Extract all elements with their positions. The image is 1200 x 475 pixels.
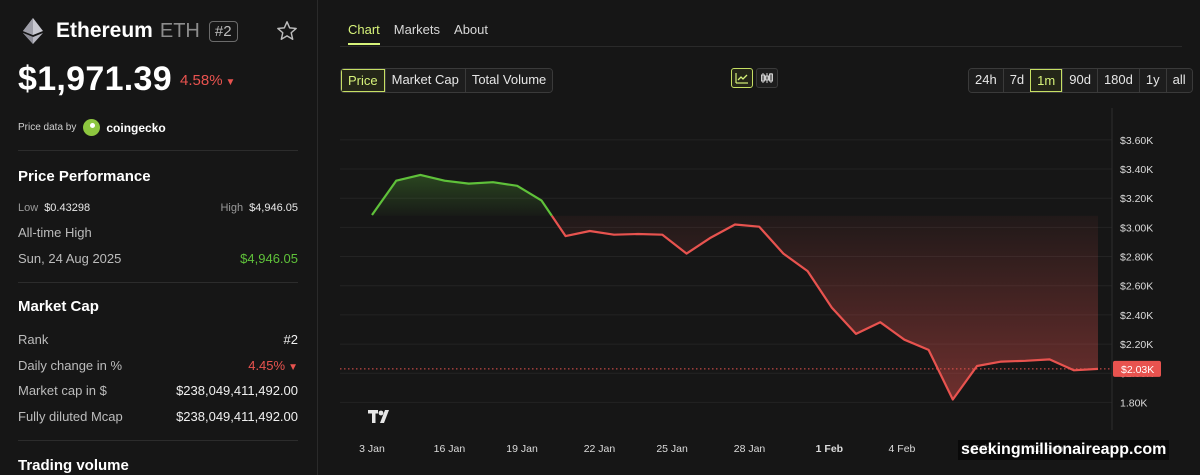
range-1m-button[interactable]: 1m: [1030, 69, 1063, 92]
fdv-row: Fully diluted Mcap $238,049,411,492.00: [18, 409, 298, 424]
tab-markets[interactable]: Markets: [393, 22, 441, 37]
rank-row: Rank #2: [18, 332, 298, 347]
daily-change-row: Daily change in % 4.45% ▼: [18, 358, 298, 373]
coin-header: Ethereum ETH #2: [18, 18, 238, 44]
price-down-series-line: [550, 215, 1099, 401]
price-down-series-area: [551, 215, 1098, 400]
low-high-row: Low $0.43298 High $4,946.05: [18, 202, 298, 214]
x-tick-label: 19 Jan: [506, 443, 538, 455]
tabs-underline: [340, 46, 1182, 47]
favorite-star-icon[interactable]: [276, 20, 298, 42]
x-tick-label: 3 Jan: [359, 443, 385, 455]
main-tabs: Chart Markets About: [348, 22, 488, 45]
y-tick-label: $3.20K: [1120, 193, 1153, 205]
coingecko-logo-icon: [83, 119, 101, 136]
range-90d-button[interactable]: 90d: [1062, 69, 1097, 92]
market-cap-row: Market cap in $ $238,049,411,492.00: [18, 383, 298, 398]
daily-change-label: Daily change in %: [18, 358, 123, 373]
chart-type-selector: [731, 68, 778, 88]
y-tick-label: $2.80K: [1120, 252, 1153, 264]
coin-name: Ethereum: [56, 19, 153, 42]
divider: [18, 440, 298, 441]
price-button[interactable]: Price: [341, 69, 385, 92]
provider-name[interactable]: coingecko: [106, 120, 166, 135]
x-tick-label: 28 Jan: [734, 443, 766, 455]
high-value: $4,946.05: [249, 202, 298, 214]
current-price-badge: [1113, 360, 1161, 377]
price-change-value: 4.58%: [180, 72, 223, 89]
price-up-series-line: [371, 173, 553, 217]
divider: [18, 282, 298, 283]
coin-symbol: ETH: [159, 19, 200, 42]
divider: [18, 150, 298, 151]
ath-label: All-time High: [18, 225, 92, 240]
tradingview-logo-icon: [368, 410, 389, 423]
y-tick-label: 1.80K: [1120, 397, 1147, 409]
rank-value: #2: [283, 332, 298, 347]
range-180d-button[interactable]: 180d: [1096, 69, 1139, 92]
market-cap-title: Market Cap: [18, 298, 99, 315]
rank-label: Rank: [18, 332, 49, 347]
y-tick-label: $2.40K: [1120, 310, 1153, 322]
y-tick-label: $2.20K: [1120, 339, 1153, 351]
x-tick-label: 25 Jan: [656, 443, 688, 455]
ath-date: Sun, 24 Aug 2025: [18, 251, 122, 266]
range-7d-button[interactable]: 7d: [1002, 69, 1031, 92]
low-value: $0.43298: [44, 202, 91, 214]
y-tick-label: $2.60K: [1120, 281, 1153, 293]
x-tick-label: 22 Jan: [584, 443, 616, 455]
trading-volume-title: Trading volume: [18, 457, 129, 474]
y-tick-label: $3.00K: [1120, 222, 1153, 234]
daily-change-number: 4.45%: [248, 358, 286, 373]
ethereum-icon: [23, 18, 43, 44]
daily-change-value: 4.45% ▼: [248, 358, 298, 373]
total-volume-button[interactable]: Total Volume: [464, 69, 553, 92]
high-label: High: [220, 202, 244, 214]
price-data-label: Price data by: [18, 122, 77, 133]
price-chart-svg[interactable]: 1.80K$2.00K$2.20K$2.40K$2.60K$2.80K$3.00…: [340, 100, 1200, 475]
down-arrow-icon: ▼: [225, 77, 236, 88]
ath-value: $4,946.05: [240, 251, 298, 266]
fdv-label: Fully diluted Mcap: [18, 409, 123, 424]
range-all-button[interactable]: all: [1165, 69, 1192, 92]
line-chart-icon[interactable]: [731, 68, 753, 88]
tab-chart[interactable]: Chart: [348, 22, 380, 45]
range-24h-button[interactable]: 24h: [969, 69, 1003, 92]
x-tick-label: 16 Jan: [434, 443, 466, 455]
market-cap-button[interactable]: Market Cap: [384, 69, 465, 92]
current-price-label: $2.03K: [1121, 364, 1154, 376]
y-tick-label: $3.40K: [1120, 164, 1153, 176]
fdv-value: $238,049,411,492.00: [176, 409, 298, 424]
range-1y-button[interactable]: 1y: [1138, 69, 1166, 92]
rank-badge: #2: [208, 20, 238, 42]
watermark: seekingmillionaireapp.com: [958, 440, 1170, 460]
range-selector: 24h 7d 1m 90d 180d 1y all: [968, 68, 1193, 93]
candlestick-icon[interactable]: [756, 68, 778, 88]
y-tick-label: $3.60K: [1120, 135, 1153, 147]
price-performance-title: Price Performance: [18, 168, 151, 185]
x-tick-label: 1 Feb: [816, 443, 843, 455]
current-price: $1,971.39: [18, 60, 172, 98]
price-change: 4.58% ▼: [180, 72, 235, 89]
low-label: Low: [18, 202, 39, 214]
price-chart[interactable]: 1.80K$2.00K$2.20K$2.40K$2.60K$2.80K$3.00…: [340, 100, 1200, 475]
metric-selector: Price Market Cap Total Volume: [340, 68, 554, 93]
price-data-attribution: Price data by coingecko: [18, 119, 166, 136]
market-cap-label: Market cap in $: [18, 383, 107, 398]
market-cap-value: $238,049,411,492.00: [176, 383, 298, 398]
tab-about[interactable]: About: [454, 22, 489, 37]
ath-row: Sun, 24 Aug 2025 $4,946.05: [18, 251, 298, 266]
ath-label-row: All-time High: [18, 225, 298, 240]
coin-info-panel: Ethereum ETH #2 $1,971.39 4.58% ▼ Price d…: [0, 0, 318, 475]
x-tick-label: 4 Feb: [889, 443, 916, 455]
down-arrow-icon: ▼: [288, 362, 298, 373]
